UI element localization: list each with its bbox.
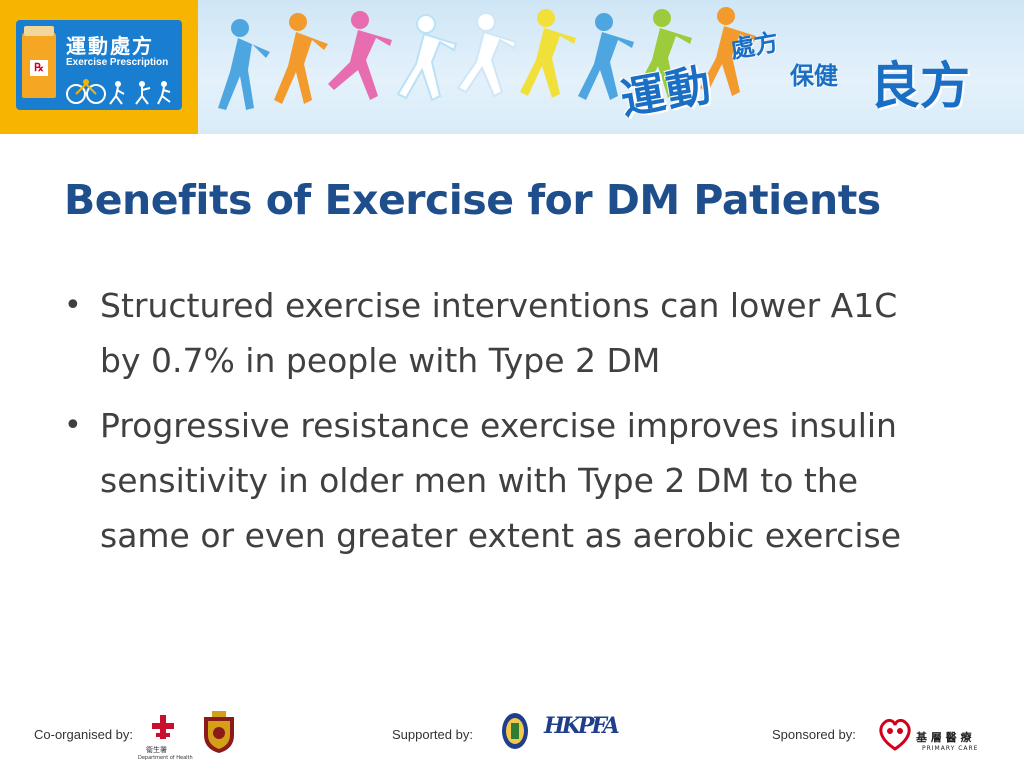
primary-care-cn: 基 層 醫 療 — [916, 731, 972, 744]
header-banner: ℞ 運動處方 Exercise Prescription — [0, 0, 1024, 134]
bullet-item: • Structured exercise interventions can … — [64, 278, 944, 388]
doh-caption-en: Department of Health — [138, 755, 193, 761]
primary-care-en: PRIMARY CARE — [922, 745, 979, 752]
coorganised-label: Co-organised by: — [34, 727, 133, 742]
exercising-figures-illustration — [218, 7, 756, 110]
footer: Co-organised by: 衞生署 Department of Healt… — [0, 705, 1024, 768]
sport-figures-icon — [66, 79, 171, 105]
bullet-list: • Structured exercise interventions can … — [64, 278, 944, 573]
bullet-icon: • — [64, 408, 82, 443]
doh-caption: 衞生署 — [146, 746, 167, 754]
brand-slogan: 處方 運動 保健 良方 — [617, 26, 1020, 134]
bullet-icon: • — [64, 288, 82, 323]
bottle-cap — [24, 26, 54, 36]
hkpfa-mark: HKPFA — [544, 713, 620, 739]
bullet-item: • Progressive resistance exercise improv… — [64, 398, 944, 563]
logo-title: 運動處方 — [66, 34, 154, 58]
bullet-text: Progressive resistance exercise improves… — [100, 406, 901, 555]
primary-care-heart-icon — [879, 718, 911, 751]
slide-title: Benefits of Exercise for DM Patients — [64, 176, 881, 224]
logo-panel: ℞ 運動處方 Exercise Prescription — [16, 20, 182, 110]
rx-label: ℞ — [30, 60, 48, 76]
exercise-prescription-logo: ℞ 運動處方 Exercise Prescription — [0, 0, 198, 134]
bullet-text: Structured exercise interventions can lo… — [100, 286, 898, 380]
sponsored-label: Sponsored by: — [772, 727, 856, 742]
supported-label: Supported by: — [392, 727, 473, 742]
brand-slogan-main: 運動 — [617, 59, 717, 126]
doh-emblem-icon — [152, 715, 174, 739]
hkpfa-logo: HKPFA — [544, 713, 620, 751]
brand-slogan-health: 保健 — [790, 62, 838, 90]
brand-slogan-big: 良方 — [870, 57, 970, 115]
logo-subtitle: Exercise Prescription — [66, 57, 169, 68]
coat-of-arms-icon — [204, 711, 234, 753]
pill-bottle-icon: ℞ — [22, 26, 56, 98]
brand-slogan-top: 處方 — [728, 28, 781, 64]
association-emblem-icon — [502, 713, 528, 749]
department-of-health-logo: 衞生署 Department of Health — [138, 713, 194, 763]
